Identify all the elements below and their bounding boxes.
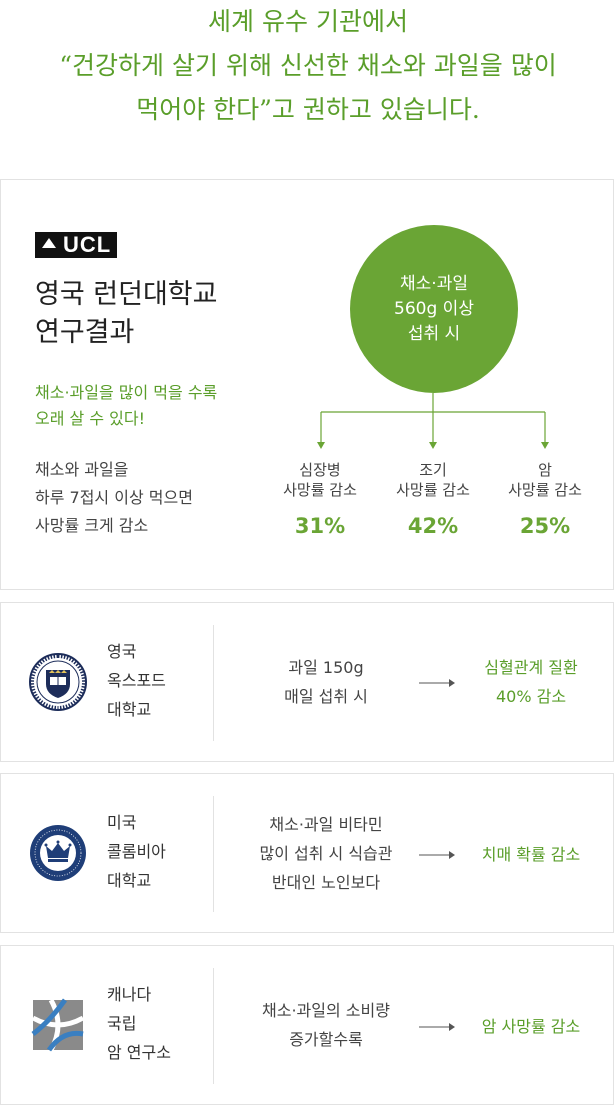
heading-line-1: 세계 유수 기관에서 <box>208 7 408 36</box>
university-name-line: 대학교 <box>107 700 152 719</box>
study-condition: 과일 150g 매일 섭취 시 <box>231 653 421 711</box>
condition-line: 많이 섭취 시 식습관 <box>259 844 393 863</box>
stat-early-death: 조기 사망률 감소 42% <box>378 460 488 538</box>
ucl-subtitle-line: 채소·과일을 많이 먹을 수록 <box>35 383 218 402</box>
arrow-down-icon <box>317 442 325 449</box>
canada-study-card: 캐나다 국립 암 연구소 채소·과일의 소비량 증가할수록 암 사망률 감소 <box>0 945 614 1105</box>
study-condition: 채소·과일의 소비량 증가할수록 <box>231 996 421 1054</box>
university-name-line: 영국 <box>107 642 137 661</box>
study-result: 암 사망률 감소 <box>456 1012 606 1041</box>
ucl-portico-icon <box>42 238 56 248</box>
intake-condition-circle: 채소·과일 560g 이상 섭취 시 <box>350 225 518 393</box>
ucl-logo: UCL <box>35 232 118 258</box>
ucl-title-line: 연구결과 <box>35 317 135 348</box>
divider <box>213 625 214 741</box>
divider <box>213 968 214 1084</box>
stat-label-line: 사망률 감소 <box>508 481 582 499</box>
institute-name-line: 암 연구소 <box>107 1043 171 1062</box>
columbia-crown-seal-icon <box>30 825 86 881</box>
study-result: 치매 확률 감소 <box>456 840 606 869</box>
condition-line: 채소·과일 비타민 <box>269 815 383 834</box>
institute-name-line: 국립 <box>107 1014 137 1033</box>
condition-line: 증가할수록 <box>289 1030 363 1049</box>
result-line: 암 사망률 감소 <box>481 1017 581 1036</box>
arrow-down-icon <box>429 442 437 449</box>
stat-label: 조기 사망률 감소 <box>378 460 488 500</box>
arrow-down-icon <box>541 442 549 449</box>
stat-cancer: 암 사망률 감소 25% <box>490 460 600 538</box>
stat-value: 25% <box>519 514 571 538</box>
stat-label-line: 심장병 <box>299 461 341 479</box>
ucl-subtitle-line: 오래 살 수 있다! <box>35 409 145 428</box>
institute-name-line: 캐나다 <box>107 985 152 1004</box>
ucl-title: 영국 런던대학교 연구결과 <box>35 276 217 352</box>
page-heading: 세계 유수 기관에서 “건강하게 살기 위해 신선한 채소와 과일을 많이 먹어… <box>0 0 616 132</box>
heading-line-3: 먹어야 한다”고 권하고 있습니다. <box>136 95 480 124</box>
stat-value: 31% <box>294 514 346 538</box>
heading-line-2: “건강하게 살기 위해 신선한 채소와 과일을 많이 <box>59 51 557 80</box>
institute-name: 캐나다 국립 암 연구소 <box>107 980 171 1067</box>
ucl-study-card: UCL 영국 런던대학교 연구결과 채소·과일을 많이 먹을 수록 오래 살 수… <box>0 179 614 590</box>
stat-value: 42% <box>407 514 459 538</box>
university-name-line: 옥스포드 <box>107 671 166 690</box>
study-result: 심혈관계 질환 40% 감소 <box>456 653 606 711</box>
oxford-study-card: 영국 옥스포드 대학교 과일 150g 매일 섭취 시 심혈관계 질환 40% … <box>0 602 614 762</box>
university-name-line: 대학교 <box>107 871 152 890</box>
ucl-title-line: 영국 런던대학교 <box>35 279 218 310</box>
ucl-desc-line: 하루 7접시 이상 먹으면 <box>35 488 193 507</box>
branch-arrows <box>317 393 549 449</box>
stat-label-line: 사망률 감소 <box>283 481 357 499</box>
stat-label-line: 사망률 감소 <box>396 481 470 499</box>
stat-heart-disease: 심장병 사망률 감소 31% <box>265 460 375 538</box>
ucl-description: 채소와 과일을 하루 7접시 이상 먹으면 사망률 크게 감소 <box>35 456 193 540</box>
university-name: 미국 콜롬비아 대학교 <box>107 808 166 895</box>
stat-label-line: 조기 <box>419 461 447 479</box>
ucl-desc-line: 채소와 과일을 <box>35 460 129 479</box>
condition-line: 과일 150g <box>288 658 364 677</box>
study-condition: 채소·과일 비타민 많이 섭취 시 식습관 반대인 노인보다 <box>231 810 421 897</box>
circle-line: 섭취 시 <box>407 323 461 344</box>
ucl-logo-text: UCL <box>63 232 112 257</box>
ucl-subtitle: 채소·과일을 많이 먹을 수록 오래 살 수 있다! <box>35 380 217 432</box>
circle-line: 560g 이상 <box>394 298 474 319</box>
columbia-study-card: 미국 콜롬비아 대학교 채소·과일 비타민 많이 섭취 시 식습관 반대인 노인… <box>0 773 614 933</box>
condition-line: 채소·과일의 소비량 <box>262 1001 390 1020</box>
arrow-right-icon <box>419 851 455 859</box>
university-name: 영국 옥스포드 대학교 <box>107 637 166 724</box>
result-line: 심혈관계 질환 <box>484 658 578 677</box>
stat-label: 암 사망률 감소 <box>490 460 600 500</box>
ucl-desc-line: 사망률 크게 감소 <box>35 516 149 535</box>
canada-cancer-institute-logo-icon <box>31 998 85 1052</box>
result-line: 치매 확률 감소 <box>481 845 581 864</box>
arrow-right-icon <box>419 679 455 687</box>
divider <box>213 796 214 912</box>
arrow-right-icon <box>419 1023 455 1031</box>
condition-line: 매일 섭취 시 <box>284 687 368 706</box>
stat-label: 심장병 사망률 감소 <box>265 460 375 500</box>
condition-line: 반대인 노인보다 <box>271 873 381 892</box>
university-name-line: 콜롬비아 <box>107 842 166 861</box>
circle-line: 채소·과일 <box>400 273 468 294</box>
oxford-crest-icon <box>29 653 87 711</box>
stat-label-line: 암 <box>538 461 552 479</box>
university-name-line: 미국 <box>107 813 137 832</box>
result-line: 40% 감소 <box>495 687 567 706</box>
